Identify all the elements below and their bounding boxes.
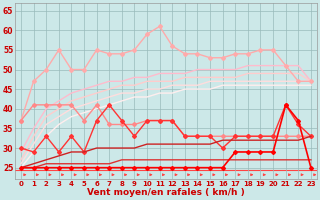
- X-axis label: Vent moyen/en rafales ( km/h ): Vent moyen/en rafales ( km/h ): [87, 188, 245, 197]
